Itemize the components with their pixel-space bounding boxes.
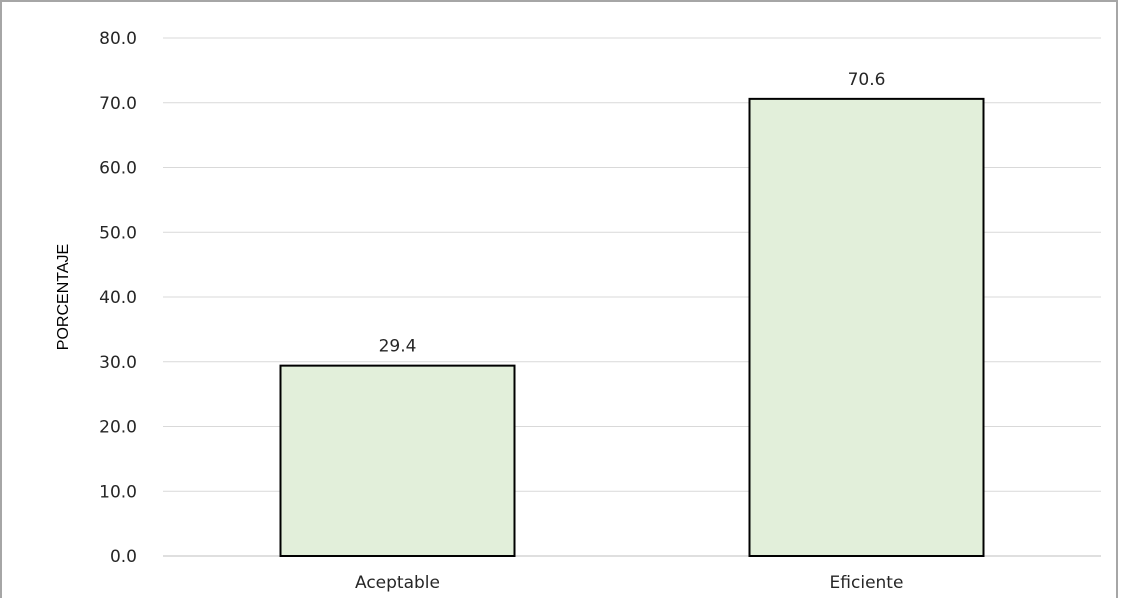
x-axis-categories: Aceptable Eficiente [355,573,903,593]
y-tick-label: 30.0 [99,353,137,373]
bar-aceptable [279,364,516,558]
x-category-label: Aceptable [355,573,440,593]
y-tick-label: 80.0 [99,29,137,49]
y-tick-label: 10.0 [99,482,137,502]
y-tick-label: 60.0 [99,159,137,179]
y-tick-label: 20.0 [99,418,137,438]
y-axis-ticks: 0.0 10.0 20.0 30.0 40.0 50.0 60.0 70.0 80.0 [99,29,137,567]
y-tick-label: 70.0 [99,94,137,114]
data-labels: 29.4 70.6 [379,70,886,357]
y-tick-label: 50.0 [99,223,137,243]
bars [279,97,985,558]
y-tick-label: 0.0 [110,547,137,567]
data-label: 70.6 [848,70,886,90]
y-tick-label: 40.0 [99,288,137,308]
data-label: 29.4 [379,337,417,357]
y-axis-title: PORCENTAJE [55,244,72,350]
x-category-label: Eficiente [830,573,904,593]
bar-eficiente [748,97,985,558]
